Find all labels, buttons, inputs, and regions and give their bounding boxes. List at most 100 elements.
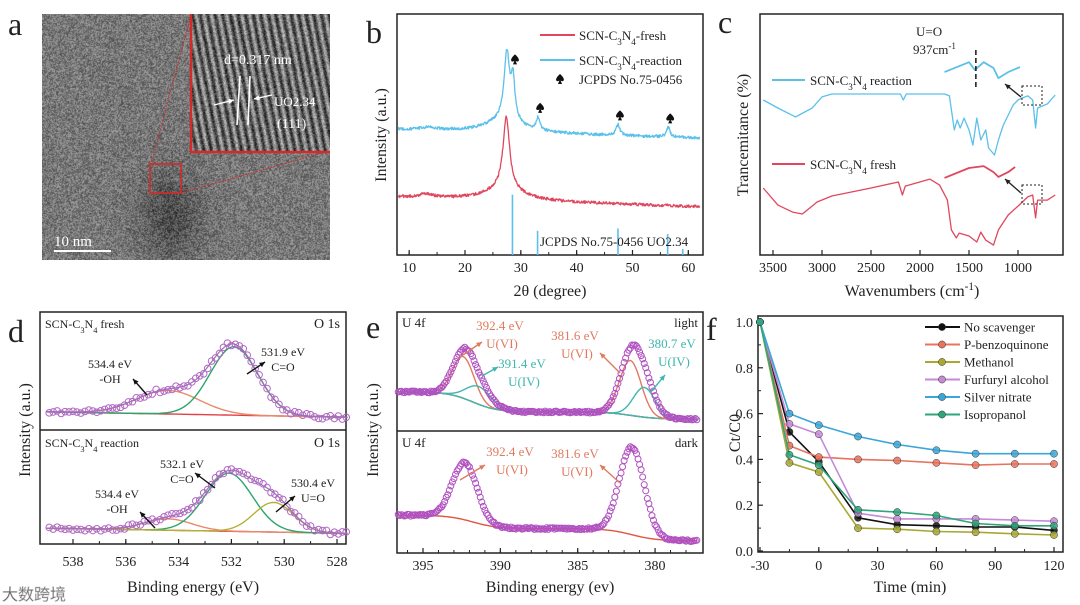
data-point [691, 414, 699, 422]
data-point [756, 318, 764, 326]
data-point [473, 364, 481, 372]
data-point [96, 526, 105, 535]
data-point [656, 403, 664, 411]
data-point [69, 526, 77, 534]
ftir-inset-curve [944, 165, 1016, 179]
data-point [620, 457, 628, 465]
data-point [136, 394, 145, 402]
data-point [263, 483, 271, 492]
data-point [893, 525, 902, 534]
data-point [298, 411, 307, 420]
data-point [294, 408, 303, 417]
data-point [215, 349, 224, 358]
data-point [971, 461, 980, 469]
data-point [617, 469, 625, 477]
data-point [85, 406, 93, 414]
y-axis-label: Ct/C0 [727, 414, 744, 452]
data-point [342, 528, 351, 536]
data-point [191, 374, 200, 383]
data-point [893, 456, 902, 465]
peak-energy-label: 391.4 eV [498, 356, 546, 371]
y-axis-label: Intensity (a.u.) [17, 383, 34, 477]
data-point [243, 471, 252, 479]
legend-marker [938, 375, 946, 384]
data-point [148, 515, 156, 524]
data-point [302, 410, 311, 418]
data-point [690, 415, 698, 423]
data-point [318, 414, 327, 423]
data-point [625, 346, 633, 354]
data-point [65, 408, 73, 416]
data-point [100, 405, 109, 414]
data-point [65, 524, 73, 533]
legend-marker [938, 340, 946, 349]
ftir-curve [762, 178, 1056, 246]
data-point [318, 526, 327, 535]
data-point [298, 518, 307, 526]
x-tick-label: 90 [988, 559, 1002, 574]
data-point [893, 508, 902, 516]
data-point [642, 487, 650, 495]
data-point [259, 378, 267, 387]
data-point [144, 516, 153, 525]
data-point [140, 517, 149, 526]
data-point [207, 480, 216, 489]
data-point [104, 524, 113, 532]
y-tick-label: 0.6 [736, 408, 754, 423]
panel-label-c: c [718, 4, 732, 40]
data-point [81, 407, 89, 416]
data-point [971, 449, 980, 458]
data-point [470, 475, 478, 483]
peak-assignment-label: -OH [106, 502, 128, 516]
data-point [893, 515, 902, 523]
data-point [215, 470, 224, 479]
data-point [164, 386, 172, 394]
condition-label: light [674, 315, 698, 330]
annotation-arrow-head [195, 473, 201, 479]
ftir-plot-frame [759, 13, 1064, 256]
lattice-arrow-left-head [228, 98, 234, 104]
zoom-guide-line [180, 150, 330, 194]
data-point [481, 380, 489, 388]
data-point [622, 354, 630, 362]
x-tick-label: -30 [751, 559, 770, 574]
ftir-curve [762, 93, 1056, 156]
data-point [693, 416, 701, 424]
data-point [1010, 449, 1019, 458]
core-level-label: O 1s [314, 317, 340, 332]
zoom-region-box [149, 163, 182, 194]
data-point [231, 340, 240, 349]
data-point [541, 525, 549, 533]
data-point [53, 407, 61, 415]
peak-assignment-label: U(VI) [496, 462, 528, 477]
data-point [275, 400, 283, 409]
peak-assignment-label: U(VI) [561, 464, 593, 479]
data-point [648, 512, 656, 520]
reference-label: JCPDS No.75-0456 UO2.34 [540, 234, 689, 249]
legend-label: Furfuryl alcohol [964, 372, 1049, 387]
data-point [203, 364, 212, 373]
data-point [160, 513, 168, 521]
data-point [100, 525, 109, 533]
panel-label-e: e [366, 309, 380, 345]
jcpds-marker [616, 110, 624, 121]
data-point [1050, 521, 1058, 530]
data-point [693, 536, 701, 544]
legend-marker [938, 323, 946, 331]
data-point [479, 502, 487, 510]
data-point [330, 414, 339, 423]
x-tick-label: 40 [570, 261, 584, 276]
data-point [636, 348, 644, 356]
data-point [322, 526, 331, 535]
data-point [450, 361, 458, 369]
data-point [81, 526, 89, 535]
series-line-0 [759, 321, 1055, 532]
data-point [448, 478, 456, 486]
zoom-box-reaction [1021, 85, 1043, 106]
data-point [785, 450, 794, 459]
data-point [476, 493, 484, 501]
background-curve [398, 514, 697, 542]
x-tick-label: 530 [274, 555, 295, 570]
data-point [77, 409, 85, 417]
legend-label: P-benzoquinone [964, 337, 1049, 352]
